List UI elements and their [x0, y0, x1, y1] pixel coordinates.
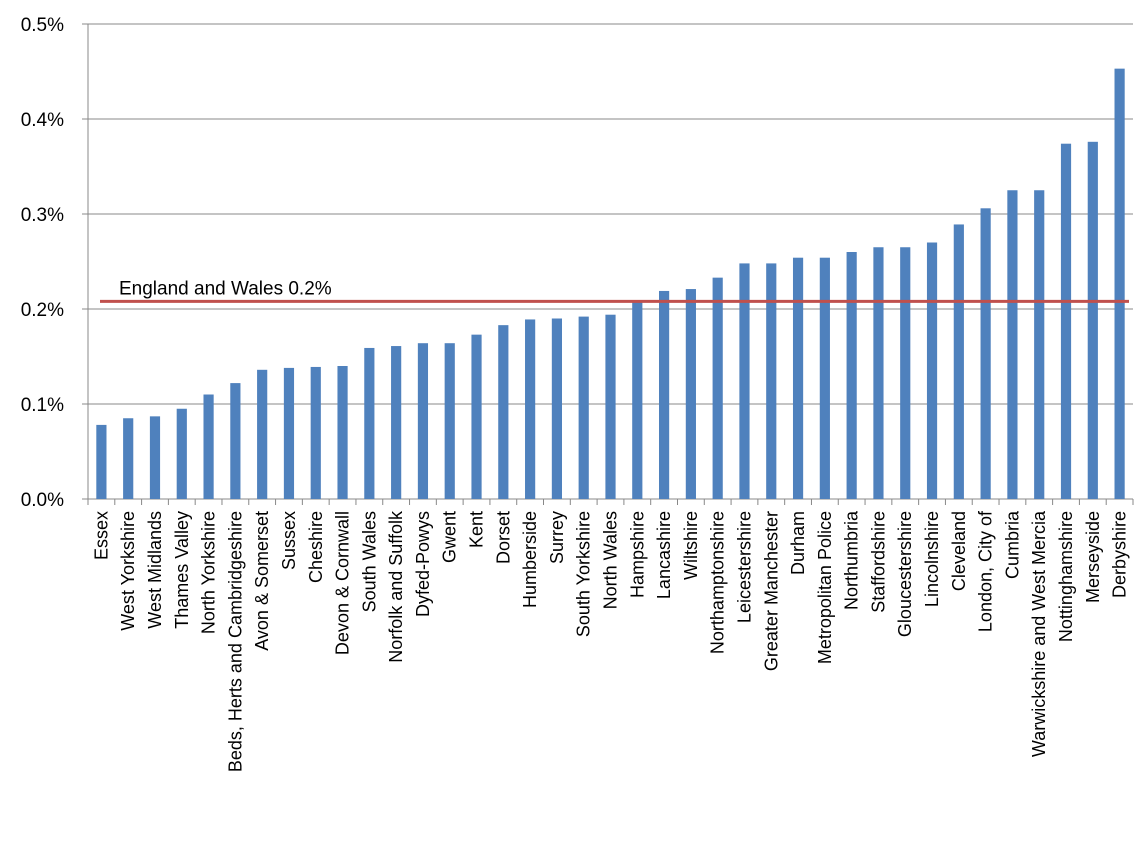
x-category-label: Wiltshire — [681, 511, 701, 580]
x-category-label: Essex — [91, 511, 111, 560]
reference-line-label: England and Wales 0.2% — [119, 278, 332, 299]
bar — [123, 418, 134, 499]
x-category-label: West Yorkshire — [118, 511, 138, 631]
x-category-label: Durham — [788, 511, 808, 575]
bar — [792, 257, 804, 499]
x-category-label: Dyfed-Powys — [413, 511, 433, 617]
x-category-label: Surrey — [547, 511, 567, 564]
x-category-label: West Midlands — [145, 511, 165, 629]
bar — [846, 252, 857, 499]
y-tick-label: 0.1% — [21, 395, 64, 416]
bar — [1114, 68, 1125, 500]
bar — [203, 394, 214, 499]
x-category-label: Humberside — [520, 511, 540, 608]
bar — [417, 343, 429, 499]
bar — [498, 325, 509, 499]
bar — [712, 277, 723, 499]
x-category-label: Gwent — [440, 511, 460, 563]
x-category-label: Dorset — [493, 511, 513, 564]
bar — [283, 367, 295, 499]
bar — [525, 319, 536, 499]
y-axis-tick-labels: 0.0% 0.1% 0.2% 0.3% 0.4% 0.5% — [21, 15, 64, 511]
x-category-label: Gloucestershire — [895, 511, 915, 637]
y-tick-label: 0.3% — [21, 205, 64, 226]
bar — [1087, 141, 1098, 500]
x-category-label: London, City of — [976, 510, 996, 632]
bars — [96, 68, 1125, 500]
bar — [1034, 190, 1045, 499]
bar — [337, 366, 348, 499]
bar — [364, 347, 375, 499]
bar — [578, 316, 589, 499]
y-tick-label: 0.4% — [21, 110, 64, 131]
x-category-label: Staffordshire — [868, 511, 888, 613]
x-category-label: Warwickshire and West Mercia — [1029, 510, 1049, 757]
bar — [1060, 143, 1072, 499]
bar — [257, 369, 268, 499]
bar — [551, 318, 563, 499]
bar — [873, 247, 884, 499]
x-category-label: Sussex — [279, 511, 299, 570]
x-category-label: North Yorkshire — [199, 511, 219, 634]
bar — [632, 302, 643, 499]
x-axis-category-labels: Essex West Yorkshire West Midlands Thames V… — [91, 510, 1129, 772]
bar — [444, 343, 455, 499]
x-category-label: Cleveland — [949, 511, 969, 591]
x-category-label: Greater Manchester — [761, 511, 781, 671]
x-category-label: South Wales — [359, 511, 379, 612]
bar — [605, 314, 616, 499]
y-tick-label: 0.2% — [21, 300, 64, 321]
x-category-label: Norfolk and Suffolk — [386, 510, 406, 663]
bar — [819, 257, 830, 499]
x-category-label: Avon & Somerset — [252, 511, 272, 651]
x-category-label: North Wales — [601, 511, 621, 609]
y-tick-label: 0.0% — [21, 490, 64, 511]
x-category-label: Thames Valley — [172, 511, 192, 629]
x-category-label: Nottinghamshire — [1056, 511, 1076, 642]
x-category-label: Kent — [467, 511, 487, 548]
x-category-label: Leicestershire — [734, 511, 754, 623]
bar — [96, 424, 107, 499]
x-category-label: Northamptonshire — [708, 511, 728, 654]
bar — [230, 383, 241, 499]
x-category-label: Beds, Herts and Cambridgeshire — [225, 511, 245, 772]
reference-line-group: England and Wales 0.2% — [100, 278, 1129, 303]
bar — [149, 416, 161, 499]
x-category-label: Cheshire — [306, 511, 326, 583]
x-category-label: Northumbria — [842, 510, 862, 610]
bar — [900, 247, 911, 499]
x-category-label: Hampshire — [627, 511, 647, 598]
x-category-label: Merseyside — [1083, 511, 1103, 603]
bar — [471, 334, 482, 499]
bar — [1007, 190, 1018, 499]
x-category-label: Derbyshire — [1110, 511, 1130, 598]
x-category-label: Devon & Cornwall — [333, 511, 353, 655]
bar — [685, 289, 696, 499]
bar — [926, 242, 938, 499]
x-category-label: Lancashire — [654, 511, 674, 599]
bar — [176, 408, 187, 499]
bar — [980, 208, 991, 500]
bar — [766, 263, 777, 499]
y-tick-label: 0.5% — [21, 15, 64, 36]
x-category-label: Cumbria — [1002, 510, 1022, 579]
bar — [310, 366, 321, 499]
bar — [658, 290, 670, 499]
x-category-label: South Yorkshire — [574, 511, 594, 637]
bar — [391, 346, 402, 499]
x-category-label: Metropolitan Police — [815, 511, 835, 664]
bar — [739, 263, 750, 499]
x-category-label: Lincolnshire — [922, 511, 942, 607]
bar — [953, 224, 964, 499]
